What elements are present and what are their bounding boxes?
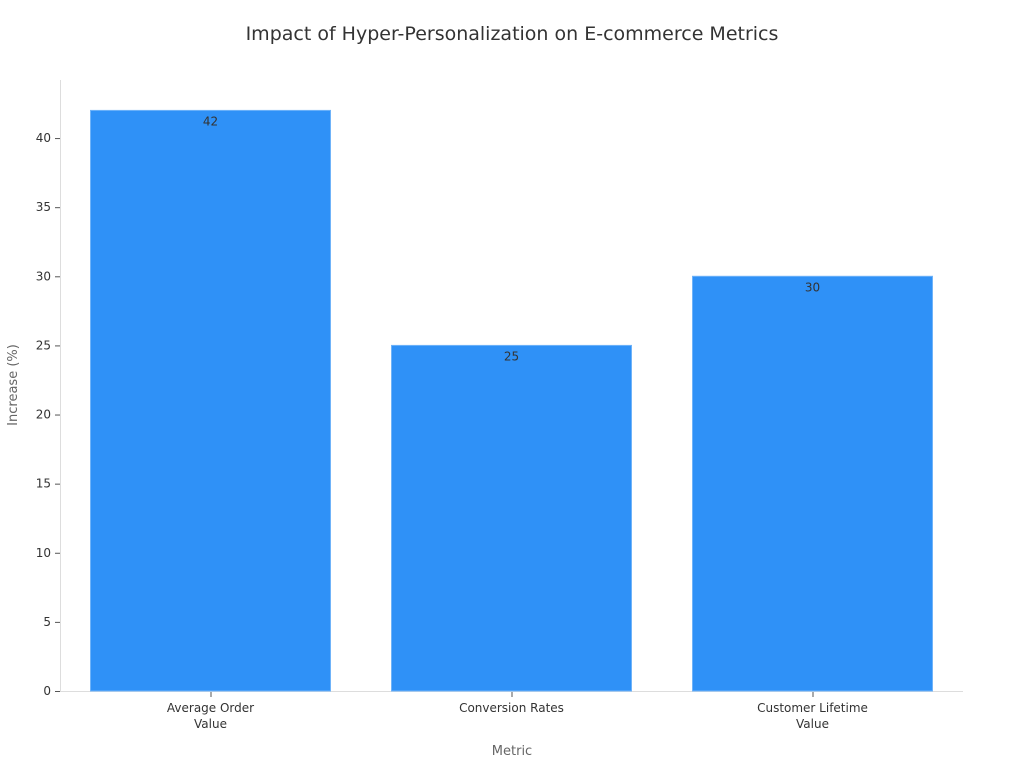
chart-title: Impact of Hyper-Personalization on E-com… (246, 23, 779, 45)
y-tick-label: 30 (36, 269, 51, 283)
y-tick-label: 40 (36, 131, 51, 145)
bar (90, 109, 331, 692)
x-tick-label: Conversion Rates (459, 701, 564, 715)
x-axis-label: Metric (492, 744, 532, 759)
y-tick-label: 25 (36, 338, 51, 352)
y-tick-label: 10 (36, 546, 51, 560)
y-tick-label: 20 (36, 408, 51, 422)
y-tick-label: 15 (36, 477, 51, 491)
data-label: 42 (203, 114, 218, 128)
data-label: 30 (805, 280, 820, 294)
data-label: 25 (504, 349, 519, 363)
y-axis-label: Increase (%) (6, 344, 21, 426)
x-tick-label: Average Order (167, 701, 254, 715)
y-tick-label: 5 (43, 615, 51, 629)
y-tick-label: 35 (36, 200, 51, 214)
x-tick-label: Value (194, 717, 227, 731)
x-tick-label: Value (796, 717, 829, 731)
bar (692, 275, 933, 692)
bar (391, 344, 632, 692)
x-tick-label: Customer Lifetime (757, 701, 868, 715)
y-tick-label: 0 (43, 684, 51, 698)
